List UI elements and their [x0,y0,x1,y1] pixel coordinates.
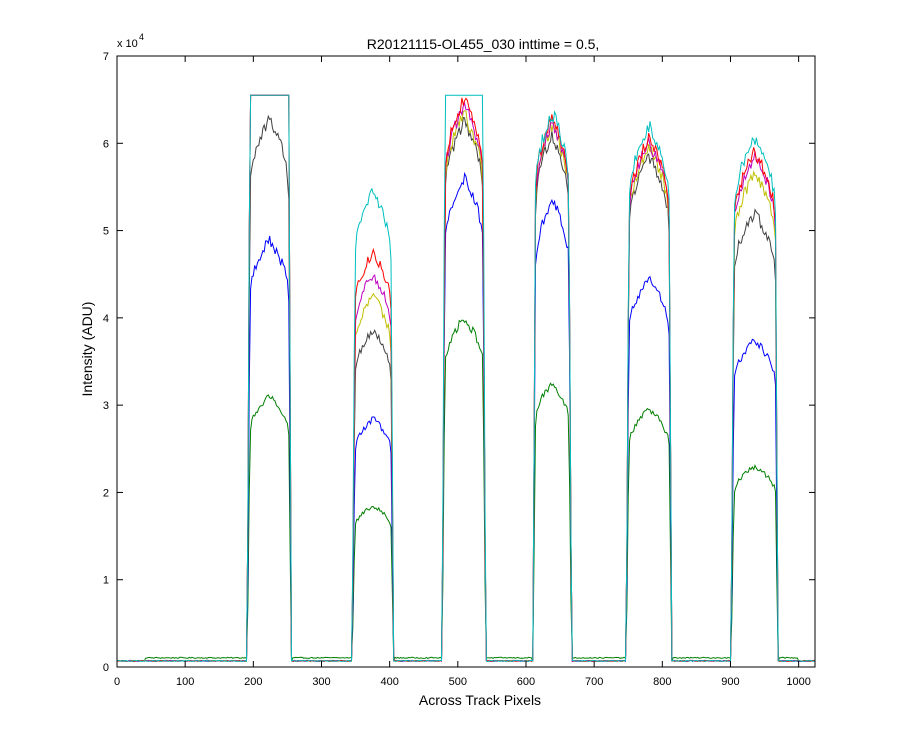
y-tick-label: 0 [103,662,109,674]
y-axis-ticks: 0 1 2 3 4 5 6 7 [103,51,815,674]
y-tick-label: 5 [103,226,109,238]
x-tick-label: 800 [653,676,671,688]
y-tick-label: 4 [103,313,109,325]
chart-title: R20121115-OL455_030 inttime = 0.5, [367,36,600,52]
x-tick-label: 100 [176,676,194,688]
plot-frame [116,55,816,668]
plot-area [117,56,815,667]
y-tick-label: 2 [103,487,109,499]
y-tick-label: 1 [103,575,109,587]
y-axis-label: Intensity (ADU) [79,302,95,397]
x-axis-label: Across Track Pixels [419,692,541,708]
x-tick-label: 1000 [786,676,810,688]
x-tick-label: 0 [114,676,120,688]
series-line-cyan [116,94,816,663]
x-tick-label: 700 [585,676,603,688]
x-tick-label: 500 [449,676,467,688]
x-tick-label: 400 [380,676,398,688]
y-exponent-label: x 10 [117,38,138,50]
series-line-green [116,319,816,662]
x-tick-label: 300 [312,676,330,688]
series-layer [116,94,816,663]
y-tick-label: 7 [103,51,109,63]
y-tick-label: 3 [103,400,109,412]
y-tick-label: 6 [103,138,109,150]
x-axis-ticks: 0 100 200 300 400 500 600 700 800 900 1000 [114,56,811,688]
x-tick-label: 600 [517,676,535,688]
y-exponent-power: 4 [139,32,144,42]
x-tick-label: 200 [244,676,262,688]
x-tick-label: 900 [721,676,739,688]
